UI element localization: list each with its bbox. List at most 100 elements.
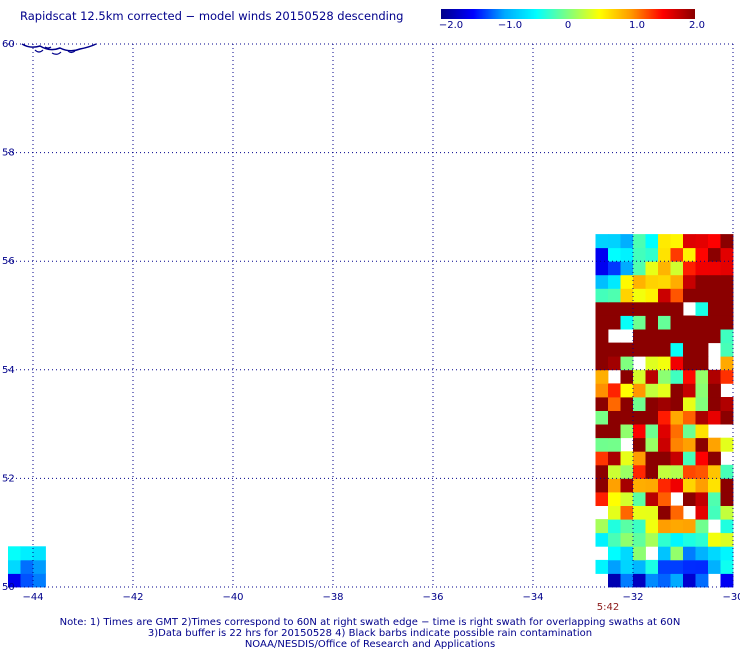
swath-cell — [658, 247, 671, 262]
swath-cell — [620, 234, 634, 249]
swath-cell — [620, 410, 634, 425]
y-tick-label: 54 — [2, 365, 15, 376]
swath-cell — [683, 492, 696, 506]
coastline-greenland — [21, 43, 97, 55]
swath-cell — [608, 410, 621, 425]
swath-cell — [633, 369, 646, 384]
swath-cell — [720, 274, 734, 289]
swath-cell — [620, 288, 634, 303]
swath-cell — [595, 464, 609, 479]
swath-cell — [720, 492, 734, 506]
swath-cell — [645, 301, 659, 316]
swath-cell — [683, 342, 696, 357]
swath-cell — [608, 356, 621, 371]
swath-cell — [658, 369, 671, 384]
swath-cell — [720, 505, 734, 520]
x-tick-label: −30 — [722, 592, 740, 603]
swath-cell — [620, 573, 634, 588]
swath-cell — [683, 451, 696, 466]
swath-cell — [645, 478, 659, 493]
swath-cell — [608, 234, 621, 249]
swath-cell — [608, 532, 621, 547]
swath-cell — [695, 329, 709, 344]
swath-cell — [708, 383, 721, 398]
swath-cell — [633, 478, 646, 493]
swath-cell — [720, 288, 734, 303]
swath-cell — [670, 505, 684, 520]
swath-cell — [645, 573, 659, 588]
swath-cell — [683, 397, 696, 411]
swath-cell — [670, 519, 684, 534]
swath-cell — [633, 247, 646, 262]
swath-cell — [633, 329, 646, 344]
swath-cell — [670, 356, 684, 371]
swath-cell — [683, 234, 696, 249]
swath-cell — [620, 492, 634, 506]
swath-cell — [608, 492, 621, 506]
swath-cell — [608, 342, 621, 357]
swath-cell — [683, 424, 696, 439]
swath-cell — [595, 329, 609, 344]
colorbar — [441, 9, 695, 19]
swath-cell — [720, 234, 734, 249]
swath-cell — [645, 369, 659, 384]
swath-cell — [708, 288, 721, 303]
swath-cell — [708, 397, 721, 411]
lat-lon-grid — [8, 43, 734, 588]
note-line-1: Note: 1) Times are GMT 2)Times correspon… — [59, 617, 681, 628]
swath-cell — [708, 478, 721, 493]
swath-cell — [720, 573, 734, 588]
swath-cell — [670, 261, 684, 276]
swath-cell — [683, 519, 696, 534]
swath-cell — [695, 424, 709, 439]
swath-cell — [620, 356, 634, 371]
swath-cell — [645, 519, 659, 534]
swath-cell — [645, 505, 659, 520]
swath-cell — [645, 464, 659, 479]
swath-cell — [658, 301, 671, 316]
swath-cell — [670, 315, 684, 330]
swath-cell — [658, 234, 671, 249]
x-tick-label: −34 — [522, 592, 543, 603]
swath-cell — [620, 519, 634, 534]
swath-cell — [658, 329, 671, 344]
swath-cell — [595, 519, 609, 534]
swath-cell — [695, 492, 709, 506]
swath-cell — [670, 369, 684, 384]
swath-cell — [670, 437, 684, 452]
swath-cell — [708, 505, 721, 520]
swath-cell — [683, 546, 696, 561]
swath-cell — [620, 546, 634, 561]
swath-cell — [683, 464, 696, 479]
swath-cell — [645, 274, 659, 289]
swath-cell — [633, 546, 646, 561]
swath-cell — [645, 288, 659, 303]
colorbar-tick-label: −2.0 — [438, 20, 464, 31]
swath-cell — [720, 261, 734, 276]
swath-cell — [620, 315, 634, 330]
swath-cell — [633, 315, 646, 330]
swath-cell — [633, 274, 646, 289]
swath-cell — [670, 478, 684, 493]
swath-cell — [595, 301, 609, 316]
swath-cell — [633, 437, 646, 452]
swath-cell — [720, 410, 734, 425]
swath-cell — [695, 288, 709, 303]
swath-cell — [620, 261, 634, 276]
swath-cell — [670, 451, 684, 466]
swath-cell — [633, 383, 646, 398]
swath-cell — [720, 301, 734, 316]
swath-cell — [695, 234, 709, 249]
swath-cell — [633, 342, 646, 357]
axis-labels: −44 −42 −40 −38 −36 −34 −32 −30 50 52 54 56 58 60 5:42 — [2, 39, 740, 613]
swath-time-label: 5:42 — [597, 602, 619, 613]
swath-cell — [670, 301, 684, 316]
swath-cell — [608, 424, 621, 439]
swath-cell — [695, 464, 709, 479]
swath-cell — [608, 573, 621, 588]
swath-cell — [8, 573, 21, 588]
swath-cell — [608, 478, 621, 493]
x-tick-label: −32 — [622, 592, 643, 603]
swath-cell — [608, 505, 621, 520]
